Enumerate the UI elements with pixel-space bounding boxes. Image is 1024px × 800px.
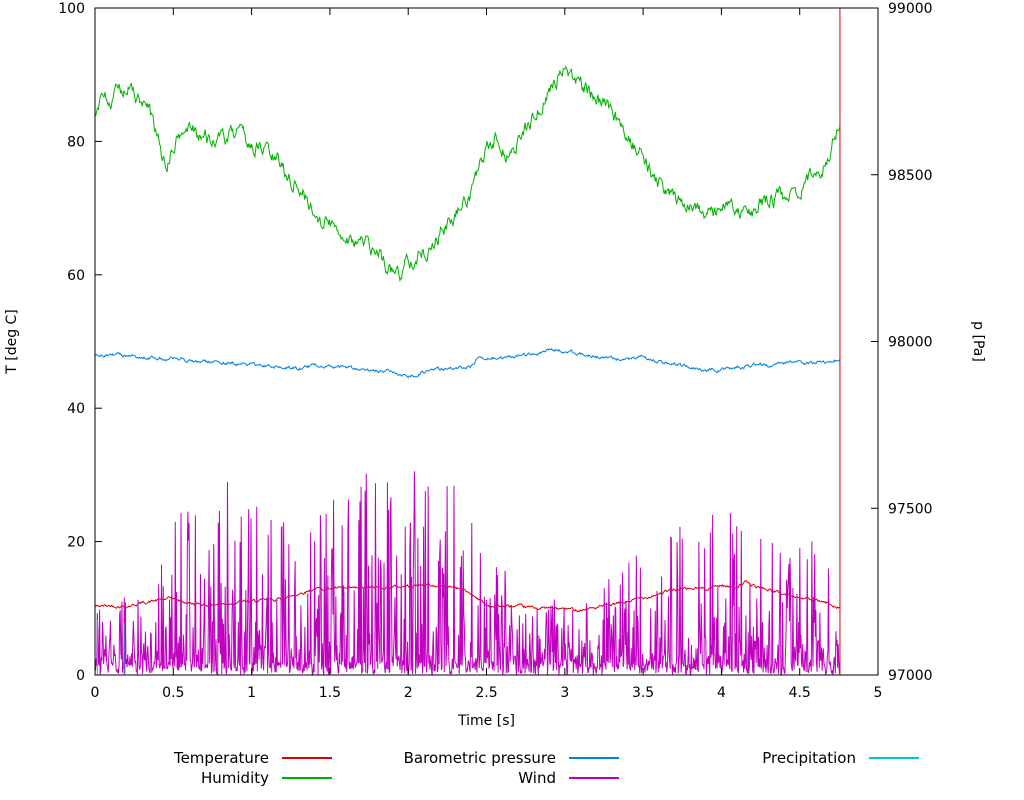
y2-axis-title: p [Pa] (970, 321, 986, 362)
legend-column-1: Temperature Humidity (0, 748, 332, 788)
svg-text:40: 40 (67, 401, 85, 417)
svg-text:0: 0 (76, 668, 85, 684)
y-axis-title: T [deg C] (4, 309, 20, 375)
svg-text:1: 1 (247, 685, 256, 701)
svg-text:2.5: 2.5 (475, 685, 497, 701)
legend-label-humidity: Humidity (200, 769, 269, 787)
legend-entry-barometric-pressure: Barometric pressure (332, 748, 619, 768)
svg-text:80: 80 (67, 134, 85, 150)
svg-text:98500: 98500 (888, 168, 933, 184)
legend-label-precipitation: Precipitation (762, 749, 856, 767)
svg-text:4: 4 (717, 685, 726, 701)
legend-entry-precipitation: Precipitation (619, 748, 919, 768)
svg-text:97000: 97000 (888, 668, 933, 684)
legend-label-barometric-pressure: Barometric pressure (403, 749, 556, 767)
legend-column-2: Barometric pressure Wind (332, 748, 619, 788)
svg-text:0: 0 (91, 685, 100, 701)
legend-label-temperature: Temperature (173, 749, 269, 767)
legend-line-sample-barometric-pressure (569, 757, 619, 759)
legend-column-3: Precipitation (619, 748, 919, 788)
svg-text:97500: 97500 (888, 501, 933, 517)
svg-text:98000: 98000 (888, 335, 933, 351)
svg-text:5: 5 (874, 685, 883, 701)
legend-entry-humidity: Humidity (0, 768, 332, 788)
svg-text:1.5: 1.5 (319, 685, 341, 701)
svg-text:3: 3 (560, 685, 569, 701)
svg-text:0.5: 0.5 (162, 685, 184, 701)
svg-text:2: 2 (404, 685, 413, 701)
svg-text:100: 100 (58, 1, 85, 17)
legend-entry-temperature: Temperature (0, 748, 332, 768)
legend-line-sample-precipitation (869, 757, 919, 759)
svg-text:20: 20 (67, 535, 85, 551)
svg-text:99000: 99000 (888, 1, 933, 17)
chart-svg: 0 0.5 1 1.5 2 2.5 3 3.5 4 4.5 5 0 20 40 60 80 100 97000 97… (4, 1, 986, 729)
legend-line-sample-wind (569, 777, 619, 779)
svg-text:3.5: 3.5 (632, 685, 654, 701)
chart-legend: Temperature Humidity Barometric pressure… (0, 738, 1024, 788)
svg-text:4.5: 4.5 (789, 685, 811, 701)
svg-text:60: 60 (67, 268, 85, 284)
legend-entry-wind: Wind (332, 768, 619, 788)
x-axis-title: Time [s] (457, 713, 515, 729)
legend-line-sample-temperature (282, 757, 332, 759)
legend-label-wind: Wind (518, 769, 556, 787)
legend-line-sample-humidity (282, 777, 332, 779)
